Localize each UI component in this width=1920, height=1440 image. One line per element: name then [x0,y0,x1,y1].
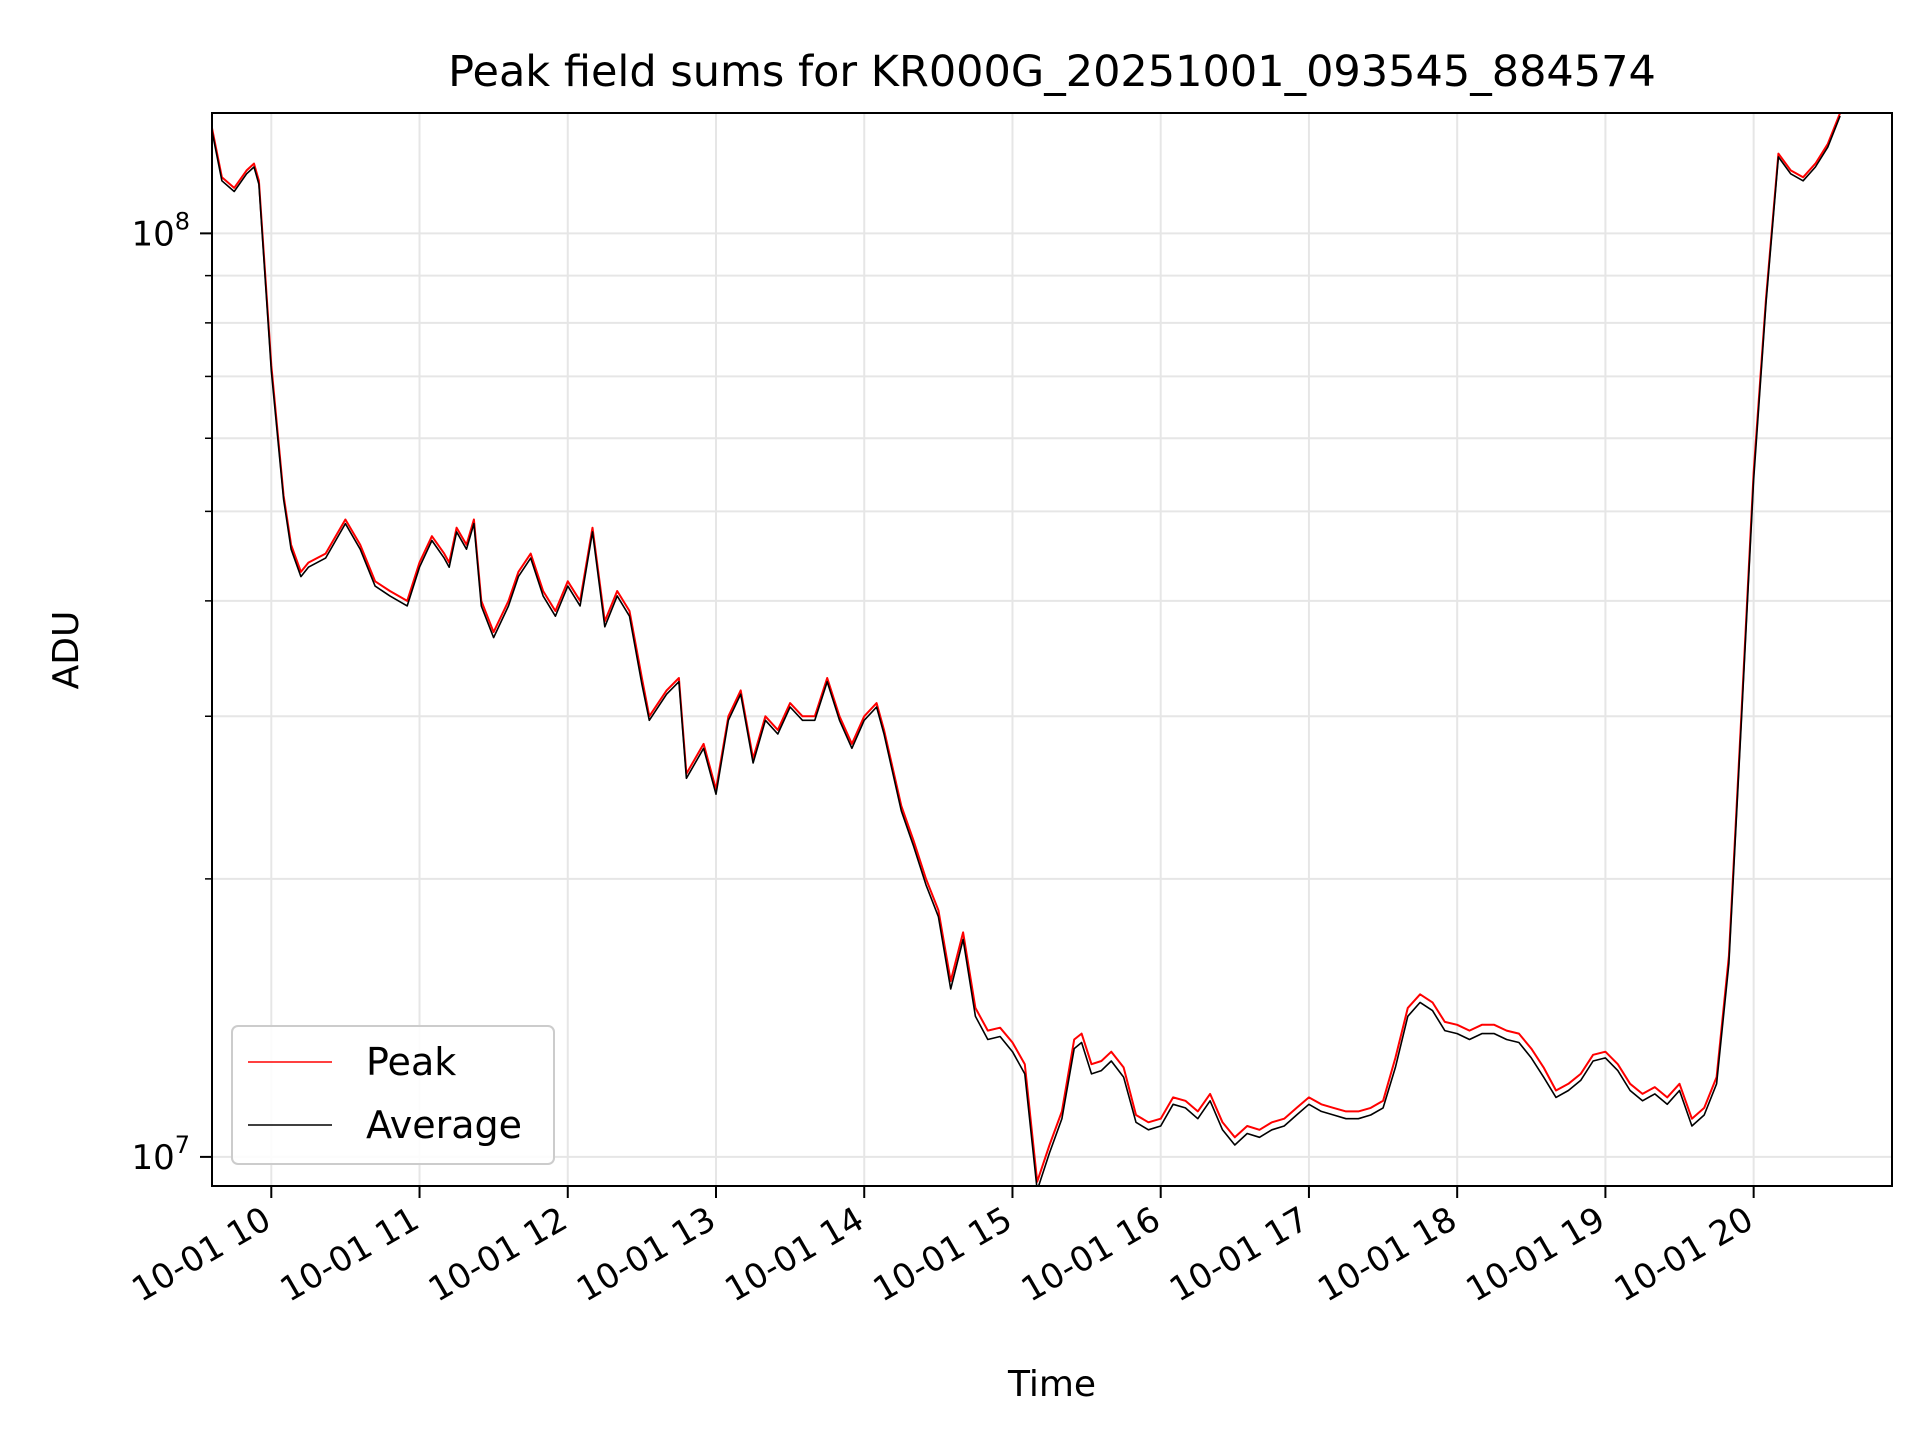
chart-title: Peak field sums for KR000G_20251001_0935… [448,47,1656,97]
y-axis-title: ADU [46,611,87,690]
legend: Peak Average [231,1025,555,1165]
legend-label-average: Average [366,1103,522,1147]
y-axis: 107 108 [131,207,212,1178]
grid [212,113,1892,1186]
plot-area [212,113,1842,1186]
y-tick-label: 108 [131,207,190,254]
y-tick-label: 107 [131,1131,190,1178]
plot-frame [211,112,1893,1187]
series-line-average [212,115,1841,1186]
series-line-peak [212,113,1842,1183]
x-axis-title: Time [1007,1364,1096,1405]
legend-label-peak: Peak [366,1040,456,1084]
legend-box [231,1025,555,1165]
